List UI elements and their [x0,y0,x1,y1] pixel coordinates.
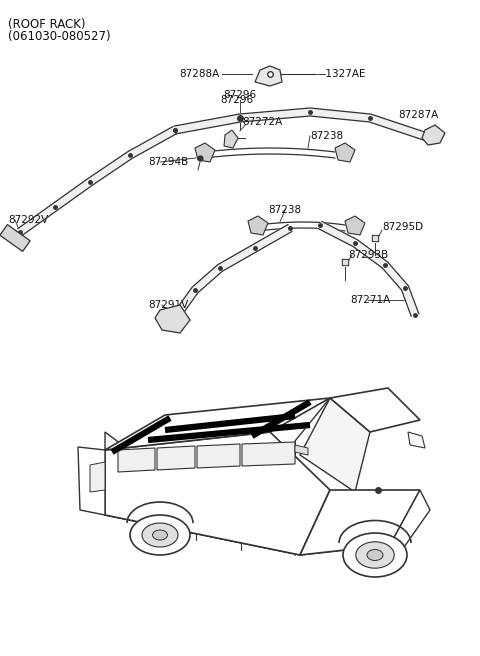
Text: 87296: 87296 [223,90,257,100]
Polygon shape [335,143,355,162]
Polygon shape [18,127,177,236]
Polygon shape [118,448,155,472]
Polygon shape [90,462,105,492]
Text: 87295D: 87295D [382,222,423,232]
Polygon shape [408,432,425,448]
Polygon shape [300,490,420,555]
Text: 87288A: 87288A [180,69,220,79]
Polygon shape [242,442,295,466]
Text: —1327AE: —1327AE [315,69,365,79]
Polygon shape [295,445,308,455]
Polygon shape [255,66,282,86]
Polygon shape [105,432,330,555]
Text: 87294B: 87294B [148,157,188,167]
Polygon shape [330,388,420,432]
Polygon shape [105,432,145,480]
Ellipse shape [130,515,190,555]
Polygon shape [157,446,195,470]
Polygon shape [422,125,445,145]
Polygon shape [195,143,215,162]
Text: (ROOF RACK): (ROOF RACK) [8,18,85,31]
Text: 87296: 87296 [220,95,253,105]
Polygon shape [300,398,370,492]
Polygon shape [155,305,190,333]
Polygon shape [78,447,105,515]
Text: 87287A: 87287A [398,110,438,120]
Polygon shape [224,130,238,148]
Polygon shape [172,224,292,320]
Text: 87238: 87238 [268,205,301,215]
Text: 87272A: 87272A [242,117,282,127]
Ellipse shape [153,530,168,540]
Text: (061030-080527): (061030-080527) [8,30,110,43]
Polygon shape [318,222,419,316]
Text: 87291V: 87291V [148,300,188,310]
Polygon shape [248,216,268,235]
Text: 87293B: 87293B [348,250,388,260]
Polygon shape [345,216,365,235]
Text: 87292V: 87292V [8,215,48,225]
Polygon shape [174,108,431,142]
Ellipse shape [142,523,178,547]
Text: 87238: 87238 [310,131,343,141]
FancyBboxPatch shape [0,224,30,251]
Ellipse shape [343,533,407,577]
Polygon shape [390,490,430,560]
Ellipse shape [367,550,383,560]
Polygon shape [105,398,330,450]
Polygon shape [197,444,240,468]
Ellipse shape [356,542,394,568]
Text: 87271A: 87271A [350,295,390,305]
